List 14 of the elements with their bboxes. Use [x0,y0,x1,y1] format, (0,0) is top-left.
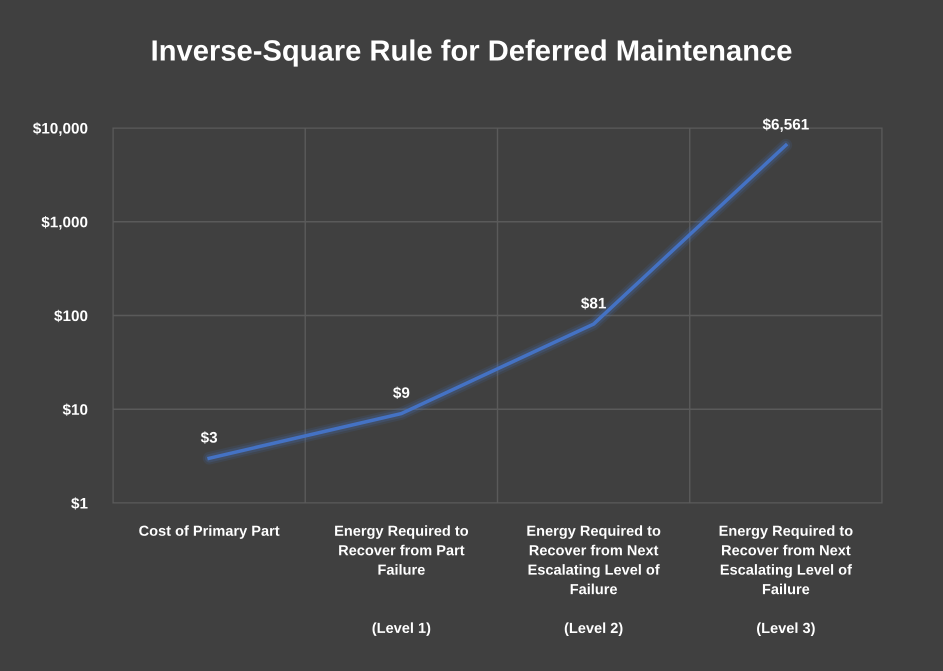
category-label: Energy Required to Recover from Part Failure (Level 1) [335,525,468,636]
data-label: $6,561 [762,118,809,132]
y-tick-label: $1,000 [41,216,88,230]
y-tick-label: $1 [71,497,88,510]
data-label: $81 [581,297,606,310]
y-tick-label: $10 [62,403,88,416]
y-tick-label: $10,000 [32,122,88,136]
chart-title: Inverse-Square Rule for Deferred Maintenance [152,39,792,67]
y-tick-label: $100 [54,310,88,322]
data-label: $3 [200,431,218,444]
x-tick-label: Cost of Primary Part [139,525,280,539]
category-label: Energy Required to Recover from Next Escalating Level of Failure (Level 3) [720,525,853,636]
data-label: $9 [393,386,410,400]
category-label: Energy Required to Recover from Next Escalating Level of Failure (Level 2) [527,525,660,636]
